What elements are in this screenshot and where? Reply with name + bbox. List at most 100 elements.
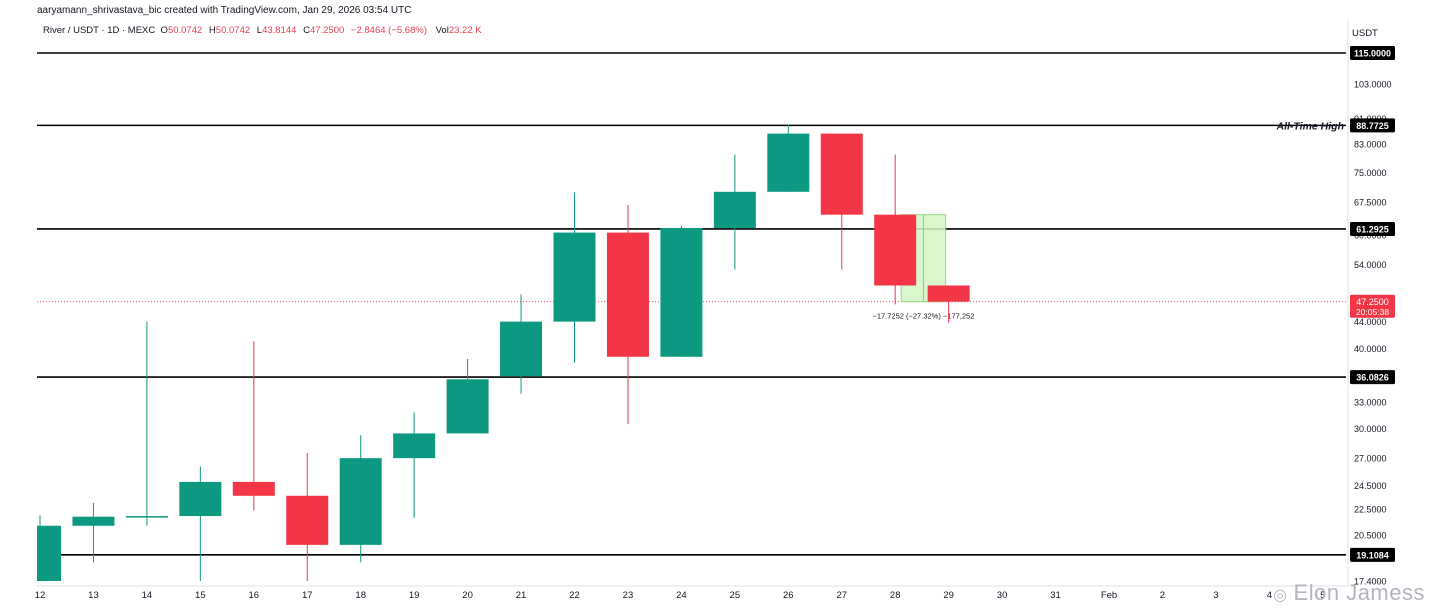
y-tick-label: 83.0000 (1354, 140, 1387, 150)
legend-low: 43.8144 (262, 25, 297, 36)
level-price-tag-2 (1350, 221, 1395, 236)
chart-credit: aaryamann_shrivastava_bic created with T… (37, 5, 412, 16)
y-tick-label: 17.4000 (1354, 577, 1387, 587)
candle-body (713, 191, 756, 228)
candle-body (553, 232, 596, 322)
x-tick-label: Feb (1101, 590, 1117, 601)
candle-22 (553, 192, 596, 363)
y-tick-label: 27.0000 (1354, 454, 1387, 464)
last-price-tag (1350, 294, 1395, 318)
x-tick-label: 24 (676, 590, 687, 601)
candle-16 (232, 341, 275, 511)
candle-body (927, 285, 970, 302)
level-price-label: 61.2925 (1356, 224, 1389, 234)
x-tick-label: 25 (730, 590, 741, 601)
x-tick-label: 20 (462, 590, 473, 601)
candle-21 (500, 294, 543, 394)
candle-28 (874, 154, 917, 305)
legend-close-label: C (303, 25, 310, 36)
candle-23 (606, 204, 649, 425)
legend-high: 50.0742 (215, 25, 251, 36)
candle-26 (767, 124, 810, 192)
x-tick-label: 12 (35, 590, 46, 601)
x-tick-label: 15 (195, 590, 206, 601)
legend-high-label: H (208, 25, 216, 36)
candle-body (606, 232, 649, 357)
legend-symbol[interactable]: River / USDT · 1D · MEXC (43, 25, 156, 36)
legend-open-label: O (160, 25, 168, 36)
y-tick-label: 30.0000 (1354, 424, 1387, 434)
y-tick-label: 44.0000 (1354, 317, 1387, 327)
y-tick-label: 67.5000 (1354, 197, 1387, 207)
y-tick-label: 20.5000 (1354, 531, 1387, 541)
legend-low-label: L (256, 25, 263, 36)
watermark: ◎ Elon Jamess (1273, 580, 1425, 606)
candle-12 (37, 515, 61, 581)
x-tick-label: 26 (783, 590, 794, 601)
x-tick-label: 13 (88, 590, 99, 601)
candle-17 (286, 453, 329, 581)
x-tick-label: 14 (142, 590, 153, 601)
x-tick-label: 31 (1050, 590, 1061, 601)
legend-close: 47.2500 (309, 25, 345, 36)
candle-18 (339, 435, 382, 563)
x-tick-label: 21 (516, 590, 527, 601)
candle-body (37, 525, 61, 581)
level-price-label: 115.0000 (1354, 49, 1391, 59)
y-tick-label: 75.0000 (1354, 168, 1387, 178)
candle-25 (713, 154, 756, 270)
x-tick-label: 19 (409, 590, 420, 601)
x-tick-label: 18 (355, 590, 366, 601)
x-tick-label: 29 (943, 590, 954, 601)
candle-body (500, 321, 543, 377)
level-price-tag-1 (1350, 118, 1395, 133)
candle-body (446, 379, 489, 434)
legend-vol-label: Vol (435, 25, 449, 36)
candle-body (286, 495, 329, 545)
y-tick-label: 103.0000 (1354, 79, 1392, 89)
level-price-tag-3 (1350, 370, 1395, 385)
y-tick-label: 33.0000 (1354, 398, 1387, 408)
candle-body (72, 516, 115, 526)
candle-14 (125, 321, 168, 526)
x-tick-label: 5 (1320, 590, 1325, 601)
candle-body (339, 458, 382, 545)
x-tick-label: 23 (623, 590, 634, 601)
x-tick-label: 16 (249, 590, 260, 601)
candle-body (125, 516, 168, 518)
candle-29 (927, 285, 970, 323)
candle-body (874, 214, 917, 286)
x-tick-label: 28 (890, 590, 901, 601)
candle-body (820, 133, 863, 215)
watermark-logo-icon: ◎ (1273, 587, 1288, 604)
x-tick-label: 2 (1160, 590, 1165, 601)
y-tick-label: 54.0000 (1354, 260, 1387, 270)
x-tick-label: 4 (1267, 590, 1272, 601)
watermark-text: Elon Jamess (1293, 580, 1425, 605)
candle-20 (446, 358, 489, 434)
level-price-label: 36.0826 (1356, 373, 1389, 383)
level-price-tag-4 (1350, 547, 1395, 562)
candle-body (660, 227, 703, 357)
candle-15 (179, 466, 222, 581)
y-tick-label: 40.0000 (1354, 344, 1387, 354)
candle-body (232, 481, 275, 496)
x-tick-label: 17 (302, 590, 313, 601)
currency-label[interactable]: USDT (1352, 28, 1378, 39)
ohlc-legend: River / USDT · 1D · MEXC O50.0742 H50.07… (43, 25, 486, 36)
y-tick-label: 24.5000 (1354, 481, 1387, 491)
x-tick-label: 3 (1213, 590, 1218, 601)
x-tick-label: 27 (836, 590, 847, 601)
candle-24 (660, 225, 703, 357)
candle-body (767, 133, 810, 192)
legend-open: 50.0742 (167, 25, 203, 36)
last-price-label: 47.2500 (1356, 297, 1389, 307)
level-price-label: 88.7725 (1356, 121, 1389, 131)
x-tick-label: 22 (569, 590, 580, 601)
candle-body (393, 433, 436, 459)
level-annotation: All-Time High (1276, 120, 1344, 132)
measure-label: −17.7252 (−27.32%) −177,252 (872, 312, 974, 321)
y-tick-label: 22.5000 (1354, 505, 1387, 515)
